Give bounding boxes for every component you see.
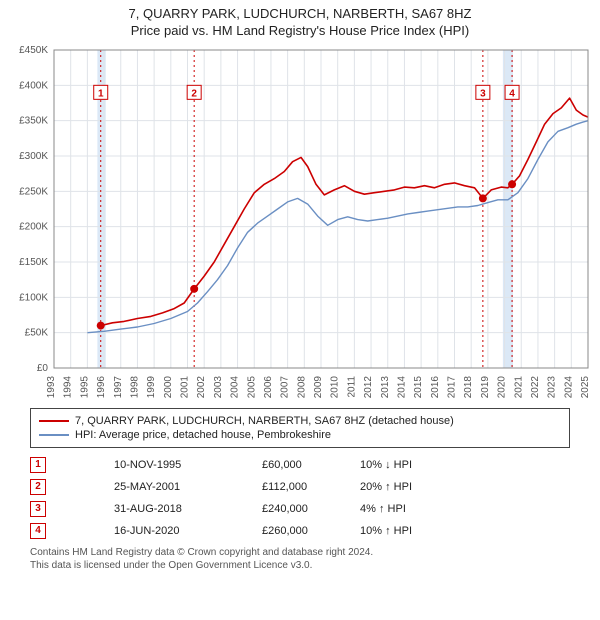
svg-text:2006: 2006 bbox=[263, 376, 274, 399]
svg-text:2025: 2025 bbox=[580, 376, 591, 399]
svg-text:£450K: £450K bbox=[19, 45, 48, 56]
svg-text:£200K: £200K bbox=[19, 222, 48, 233]
footer: Contains HM Land Registry data © Crown c… bbox=[30, 546, 570, 572]
event-date: 10-NOV-1995 bbox=[114, 454, 262, 476]
event-date: 25-MAY-2001 bbox=[114, 476, 262, 498]
event-price: £260,000 bbox=[262, 520, 360, 542]
event-delta: 10% ↑ HPI bbox=[360, 520, 570, 542]
event-delta: 10% ↓ HPI bbox=[360, 454, 570, 476]
svg-text:£350K: £350K bbox=[19, 116, 48, 127]
svg-text:2024: 2024 bbox=[563, 376, 574, 399]
svg-text:2015: 2015 bbox=[413, 376, 424, 399]
svg-text:2018: 2018 bbox=[463, 376, 474, 399]
svg-text:1995: 1995 bbox=[79, 376, 90, 399]
event-price: £240,000 bbox=[262, 498, 360, 520]
svg-text:2001: 2001 bbox=[180, 376, 191, 399]
svg-text:2016: 2016 bbox=[430, 376, 441, 399]
svg-text:£150K: £150K bbox=[19, 257, 48, 268]
event-marker: 4 bbox=[30, 523, 46, 539]
svg-text:2021: 2021 bbox=[513, 376, 524, 399]
svg-text:£400K: £400K bbox=[19, 80, 48, 91]
svg-text:2002: 2002 bbox=[196, 376, 207, 399]
table-row: 2 25-MAY-2001£112,00020% ↑ HPI bbox=[30, 476, 570, 498]
svg-text:2012: 2012 bbox=[363, 376, 374, 399]
event-delta: 4% ↑ HPI bbox=[360, 498, 570, 520]
svg-text:3: 3 bbox=[480, 88, 486, 99]
svg-text:2: 2 bbox=[191, 88, 197, 99]
svg-text:2019: 2019 bbox=[480, 376, 491, 399]
svg-text:2022: 2022 bbox=[530, 376, 541, 399]
svg-text:2011: 2011 bbox=[346, 376, 357, 398]
event-marker: 2 bbox=[30, 479, 46, 495]
svg-text:1993: 1993 bbox=[46, 376, 57, 399]
footer-line1: Contains HM Land Registry data © Crown c… bbox=[30, 546, 570, 559]
legend-label: 7, QUARRY PARK, LUDCHURCH, NARBERTH, SA6… bbox=[75, 415, 454, 427]
svg-text:2013: 2013 bbox=[380, 376, 391, 399]
table-row: 4 16-JUN-2020£260,00010% ↑ HPI bbox=[30, 520, 570, 542]
svg-text:2004: 2004 bbox=[230, 376, 241, 399]
legend-swatch bbox=[39, 434, 69, 436]
event-date: 16-JUN-2020 bbox=[114, 520, 262, 542]
footer-line2: This data is licensed under the Open Gov… bbox=[30, 559, 570, 572]
svg-text:2017: 2017 bbox=[447, 376, 458, 399]
svg-text:1998: 1998 bbox=[129, 376, 140, 399]
svg-text:2008: 2008 bbox=[296, 376, 307, 399]
svg-text:1996: 1996 bbox=[96, 376, 107, 399]
svg-text:1997: 1997 bbox=[113, 376, 124, 399]
svg-text:£300K: £300K bbox=[19, 151, 48, 162]
chart-title-line2: Price paid vs. HM Land Registry's House … bbox=[6, 23, 594, 38]
legend-swatch bbox=[39, 420, 69, 422]
svg-text:2000: 2000 bbox=[163, 376, 174, 399]
table-row: 1 10-NOV-1995£60,00010% ↓ HPI bbox=[30, 454, 570, 476]
line-chart-svg: £0 £50K £100K £150K £200K £250K £300K £350K £400… bbox=[0, 42, 600, 402]
svg-text:2005: 2005 bbox=[246, 376, 257, 399]
event-marker: 3 bbox=[30, 501, 46, 517]
legend-item: HPI: Average price, detached house, Pemb… bbox=[39, 429, 561, 441]
svg-text:1994: 1994 bbox=[63, 376, 74, 399]
svg-text:2009: 2009 bbox=[313, 376, 324, 399]
svg-text:1999: 1999 bbox=[146, 376, 157, 399]
svg-text:£250K: £250K bbox=[19, 186, 48, 197]
svg-text:4: 4 bbox=[509, 88, 515, 99]
svg-text:1: 1 bbox=[98, 88, 104, 99]
event-price: £112,000 bbox=[262, 476, 360, 498]
svg-text:£100K: £100K bbox=[19, 292, 48, 303]
svg-text:£0: £0 bbox=[37, 363, 49, 374]
svg-text:2023: 2023 bbox=[547, 376, 558, 399]
event-marker: 1 bbox=[30, 457, 46, 473]
event-price: £60,000 bbox=[262, 454, 360, 476]
event-delta: 20% ↑ HPI bbox=[360, 476, 570, 498]
svg-text:2007: 2007 bbox=[280, 376, 291, 399]
legend-label: HPI: Average price, detached house, Pemb… bbox=[75, 429, 331, 441]
legend: 7, QUARRY PARK, LUDCHURCH, NARBERTH, SA6… bbox=[30, 408, 570, 448]
chart-area: £0 £50K £100K £150K £200K £250K £300K £350K £400… bbox=[0, 42, 600, 402]
svg-text:£50K: £50K bbox=[25, 328, 49, 339]
events-table: 1 10-NOV-1995£60,00010% ↓ HPI 2 25-MAY-2001… bbox=[30, 454, 570, 542]
event-date: 31-AUG-2018 bbox=[114, 498, 262, 520]
chart-title-line1: 7, QUARRY PARK, LUDCHURCH, NARBERTH, SA6… bbox=[6, 6, 594, 21]
table-row: 3 31-AUG-2018£240,0004% ↑ HPI bbox=[30, 498, 570, 520]
svg-text:2014: 2014 bbox=[396, 376, 407, 399]
legend-item: 7, QUARRY PARK, LUDCHURCH, NARBERTH, SA6… bbox=[39, 415, 561, 427]
svg-text:2010: 2010 bbox=[330, 376, 341, 399]
svg-text:2020: 2020 bbox=[497, 376, 508, 399]
svg-text:2003: 2003 bbox=[213, 376, 224, 399]
